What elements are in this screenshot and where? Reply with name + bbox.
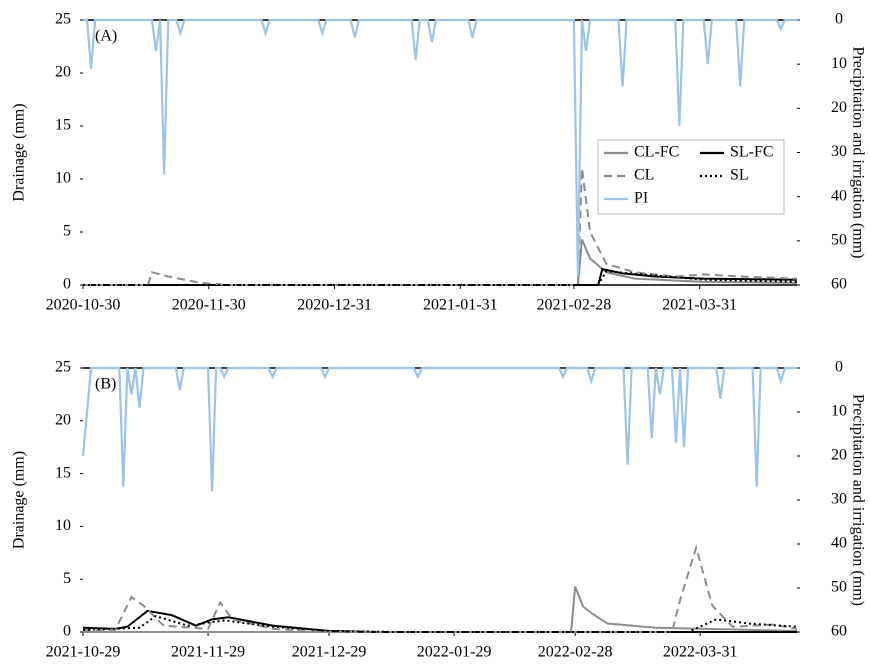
y2-tick-label: 20 (831, 447, 847, 464)
legend-box (597, 139, 785, 215)
y-tick-label: 10 (55, 517, 71, 534)
series-line (83, 267, 798, 286)
y2-tick-label: 20 (831, 99, 847, 116)
y-tick-label: 15 (55, 117, 71, 134)
y-tick-label: 20 (55, 64, 71, 81)
y2-tick-label: 30 (831, 143, 847, 160)
x-tick-label: 2021-03-31 (662, 297, 737, 314)
x-tick-label: 2022-02-28 (538, 644, 613, 661)
x-tick-label: 2021-02-28 (537, 297, 612, 314)
y-axis-title: Drainage (mm) (11, 451, 28, 549)
y2-tick-label: 0 (835, 359, 843, 376)
y2-tick-label: 40 (831, 187, 847, 204)
y-tick-label: 0 (63, 276, 71, 293)
y-tick-label: 10 (55, 170, 71, 187)
y2-tick-label: 30 (831, 491, 847, 508)
y2-tick-label: 50 (831, 232, 847, 249)
y-tick-label: 15 (55, 464, 71, 481)
series-line (81, 366, 797, 492)
series-line (83, 586, 798, 633)
panel-label: (B) (95, 376, 116, 393)
y-axis-title: Drainage (mm) (11, 103, 28, 201)
x-tick-label: 2021-12-29 (292, 644, 367, 661)
y2-axis-title: Precipitation and irrigation (mm) (849, 47, 866, 259)
legend-label: CL (634, 167, 654, 184)
legend-label: SL (730, 167, 749, 184)
x-tick-label: 2020-12-31 (297, 297, 372, 314)
y2-tick-label: 60 (831, 276, 847, 293)
x-tick-label: 2020-11-30 (172, 297, 246, 314)
y-tick-label: 25 (55, 359, 71, 376)
y-tick-label: 20 (55, 411, 71, 428)
y2-tick-label: 60 (831, 623, 847, 640)
x-tick-label: 2022-03-31 (663, 644, 738, 661)
y2-tick-label: 10 (831, 55, 847, 72)
y-tick-label: 25 (55, 11, 71, 28)
y-tick-label: 0 (63, 623, 71, 640)
legend-label: PI (634, 190, 648, 207)
series-line (83, 168, 798, 286)
y-tick-label: 5 (63, 223, 71, 240)
y2-tick-label: 40 (831, 535, 847, 552)
legend-label: CL-FC (634, 144, 679, 161)
x-tick-label: 2020-10-30 (46, 297, 121, 314)
y2-tick-label: 10 (831, 403, 847, 420)
series-line (83, 270, 798, 286)
x-tick-label: 2022-01-29 (417, 644, 492, 661)
x-tick-label: 2021-11-29 (171, 644, 245, 661)
y2-tick-label: 0 (835, 11, 843, 28)
x-tick-label: 2021-01-31 (423, 297, 498, 314)
x-tick-label: 2021-10-29 (46, 644, 121, 661)
panel-label: (A) (95, 28, 117, 45)
legend-label: SL-FC (730, 144, 774, 161)
y-tick-label: 5 (63, 570, 71, 587)
series-line (83, 18, 797, 277)
y2-axis-title: Precipitation and irrigation (mm) (849, 394, 866, 606)
y2-tick-label: 50 (831, 579, 847, 596)
series-line (83, 543, 798, 633)
